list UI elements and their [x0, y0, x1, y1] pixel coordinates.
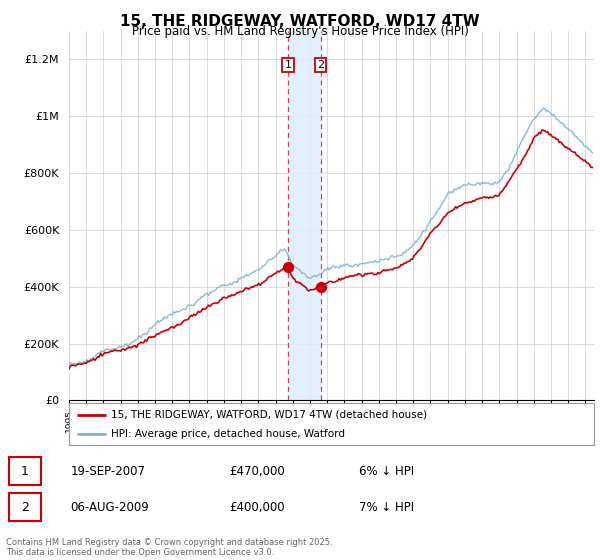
FancyBboxPatch shape — [69, 403, 594, 445]
Text: 19-SEP-2007: 19-SEP-2007 — [71, 465, 146, 478]
Text: 1: 1 — [284, 60, 292, 70]
Bar — [288, 31, 320, 400]
Text: 2: 2 — [21, 501, 29, 514]
Point — [316, 282, 325, 291]
Text: 06-AUG-2009: 06-AUG-2009 — [71, 501, 149, 514]
Text: 15, THE RIDGEWAY, WATFORD, WD17 4TW (detached house): 15, THE RIDGEWAY, WATFORD, WD17 4TW (det… — [111, 409, 427, 419]
FancyBboxPatch shape — [9, 457, 41, 486]
Text: £400,000: £400,000 — [229, 501, 285, 514]
Text: 1: 1 — [21, 465, 29, 478]
Text: Price paid vs. HM Land Registry's House Price Index (HPI): Price paid vs. HM Land Registry's House … — [131, 25, 469, 38]
Text: Contains HM Land Registry data © Crown copyright and database right 2025.
This d: Contains HM Land Registry data © Crown c… — [6, 538, 332, 557]
Text: 15, THE RIDGEWAY, WATFORD, WD17 4TW: 15, THE RIDGEWAY, WATFORD, WD17 4TW — [120, 14, 480, 29]
Point — [283, 262, 293, 271]
Text: 7% ↓ HPI: 7% ↓ HPI — [359, 501, 414, 514]
Text: HPI: Average price, detached house, Watford: HPI: Average price, detached house, Watf… — [111, 429, 345, 439]
Text: 2: 2 — [317, 60, 324, 70]
Text: 6% ↓ HPI: 6% ↓ HPI — [359, 465, 414, 478]
Text: £470,000: £470,000 — [229, 465, 285, 478]
FancyBboxPatch shape — [9, 493, 41, 521]
